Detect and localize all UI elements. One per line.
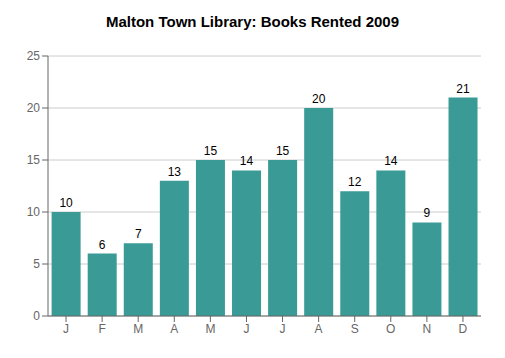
svg-text:A: A [315,322,323,336]
svg-text:J: J [63,322,69,336]
svg-text:15: 15 [27,153,41,167]
svg-text:F: F [98,322,105,336]
svg-text:5: 5 [33,257,40,271]
svg-text:21: 21 [456,82,470,96]
svg-text:S: S [351,322,359,336]
svg-text:13: 13 [168,165,182,179]
svg-text:M: M [205,322,215,336]
svg-text:15: 15 [276,144,290,158]
svg-text:7: 7 [135,227,142,241]
svg-text:6: 6 [99,238,106,252]
svg-text:A: A [170,322,178,336]
svg-text:20: 20 [27,101,41,115]
svg-text:20: 20 [312,92,326,106]
svg-text:M: M [133,322,143,336]
svg-text:0: 0 [33,309,40,323]
svg-text:12: 12 [348,175,362,189]
svg-text:D: D [459,322,468,336]
svg-text:10: 10 [59,196,73,210]
svg-text:O: O [386,322,395,336]
svg-text:J: J [280,322,286,336]
svg-text:14: 14 [240,154,254,168]
html-text:Malton Town Library: Books Ren: Malton Town Library: Books Rented 2009 [105,13,399,30]
svg-text:J: J [243,322,249,336]
svg-text:25: 25 [27,49,41,63]
svg-text:15: 15 [204,144,218,158]
svg-text:9: 9 [424,206,431,220]
svg-text:10: 10 [27,205,41,219]
svg-text:14: 14 [384,154,398,168]
svg-text:N: N [423,322,432,336]
